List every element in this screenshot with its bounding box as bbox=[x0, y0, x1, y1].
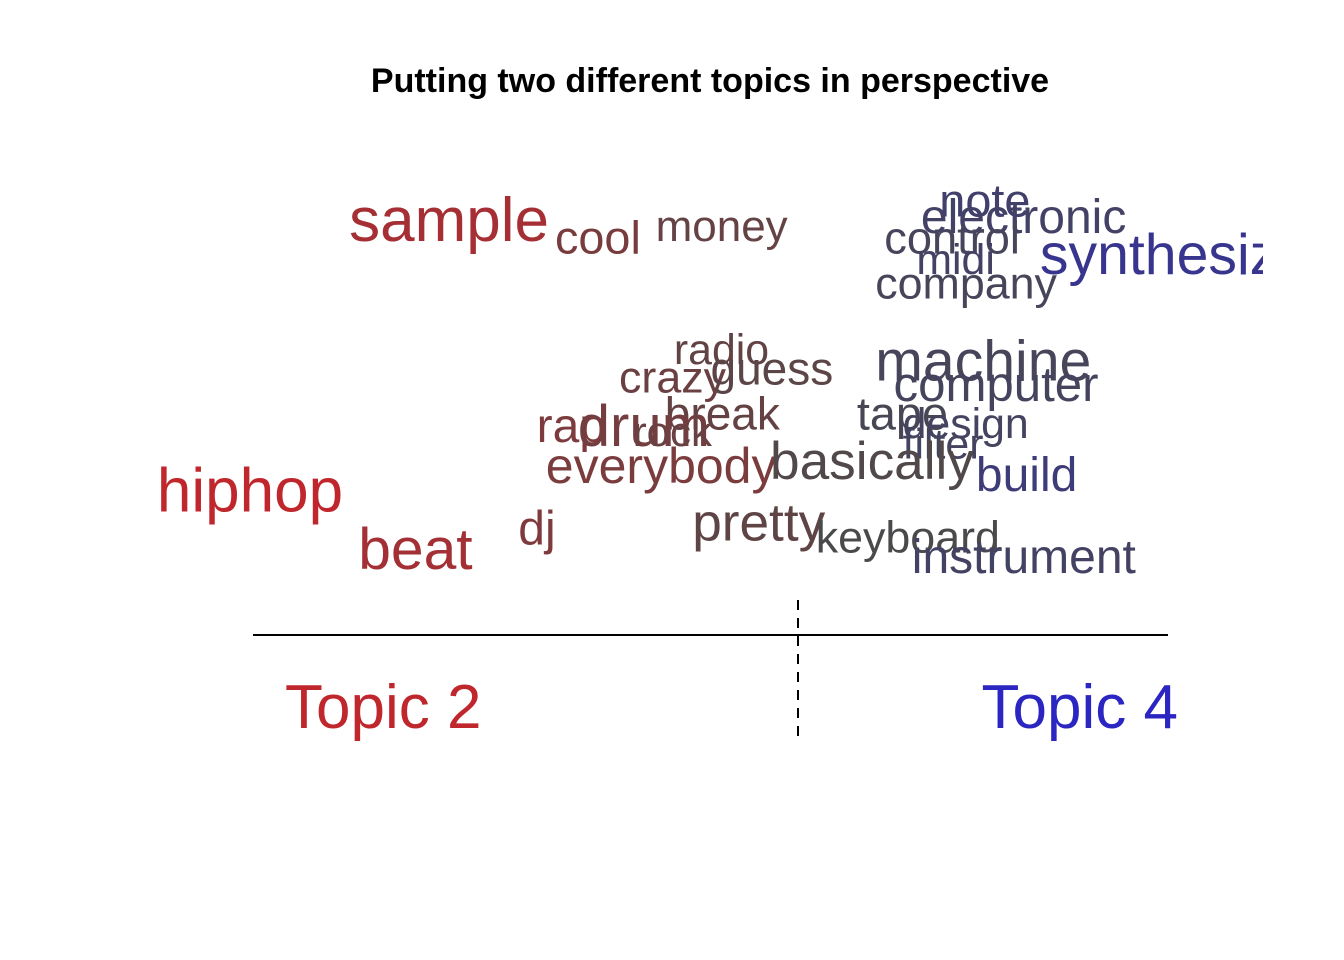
word-rap: rap bbox=[537, 400, 606, 453]
word-instrument: instrument bbox=[912, 531, 1136, 584]
word-rock: rock bbox=[633, 408, 713, 455]
word-drum: drum bbox=[578, 394, 710, 459]
word-everybody: everybody bbox=[546, 438, 777, 494]
word-cool: cool bbox=[555, 211, 641, 263]
chart-title: Putting two different topics in perspect… bbox=[371, 62, 1049, 100]
word-beat: beat bbox=[358, 517, 472, 582]
word-filter: filter bbox=[903, 420, 984, 468]
word-build: build bbox=[976, 449, 1077, 502]
word-synthesizer: synthesizer bbox=[1040, 223, 1329, 287]
word-company: company bbox=[875, 258, 1057, 308]
word-design: design bbox=[903, 400, 1029, 448]
word-pretty: pretty bbox=[692, 493, 825, 552]
word-electronic: electronic bbox=[921, 191, 1126, 244]
word-crazy: crazy bbox=[619, 353, 727, 403]
word-guess: guess bbox=[711, 343, 834, 395]
left-topic-label: Topic 2 bbox=[285, 673, 481, 742]
word-keyboard: keyboard bbox=[816, 513, 1000, 563]
word-hiphop: hiphop bbox=[157, 457, 343, 526]
word-radio: radio bbox=[674, 326, 769, 374]
word-midi: midi bbox=[916, 236, 994, 284]
word-tape: tape bbox=[857, 388, 948, 440]
word-dj: dj bbox=[518, 502, 555, 555]
word-machine: machine bbox=[875, 329, 1091, 393]
word-computer: computer bbox=[894, 357, 1099, 412]
word-money: money bbox=[656, 202, 788, 251]
word-break: break bbox=[665, 388, 781, 440]
word-note: note bbox=[939, 174, 1030, 226]
right-topic-label: Topic 4 bbox=[982, 673, 1178, 742]
word-control: control bbox=[884, 212, 1020, 263]
word-sample: sample bbox=[349, 186, 549, 255]
word-basically: basically bbox=[770, 432, 974, 491]
